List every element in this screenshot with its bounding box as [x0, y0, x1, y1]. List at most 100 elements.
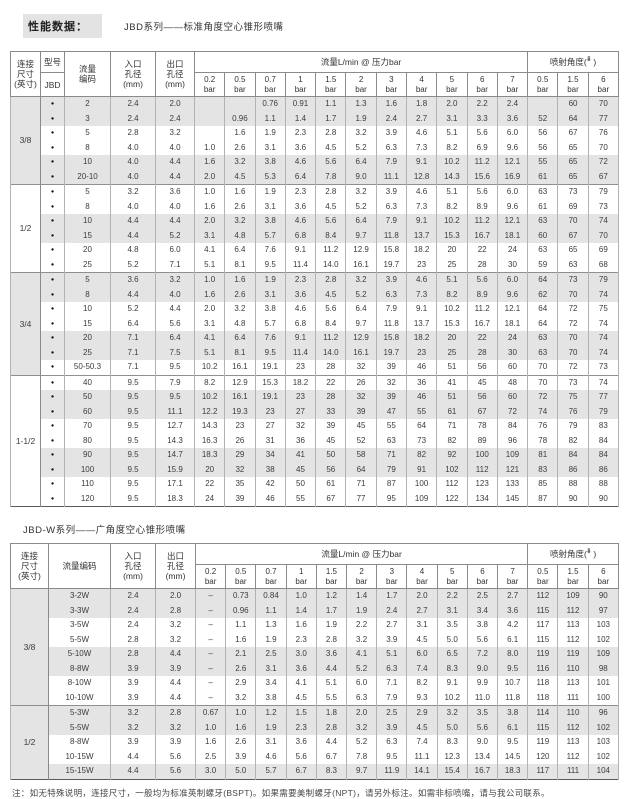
flow-value-cell: 24: [496, 243, 529, 258]
flow-value-cell: 6.3: [375, 140, 407, 155]
flow-value-cell: 5.7: [254, 316, 286, 331]
flow-value-cell: 7.9: [376, 690, 408, 706]
flow-value-cell: 9.5: [497, 661, 529, 676]
angle-value-cell: 84: [557, 448, 589, 463]
flow-value-cell: 73: [405, 433, 438, 448]
flow-value-cell: 47: [375, 404, 407, 419]
flow-value-cell: 8.1: [224, 345, 256, 360]
flow-value-cell: 8.2: [193, 374, 226, 390]
flow-value-cell: 55: [284, 491, 317, 507]
flow-value-cell: 3.5: [436, 618, 468, 633]
flow-value-cell: 15.6: [466, 169, 498, 185]
flow-value-cell: 1.6: [224, 272, 256, 288]
flow-value-cell: 1.6: [285, 618, 317, 633]
flow-value-cell: 45: [284, 462, 317, 477]
flow-value-cell: 0.73: [225, 588, 257, 604]
flow-value-cell: 9.0: [466, 735, 499, 750]
inlet-diameter-cell: 3.9: [110, 690, 156, 706]
flow-value-cell: 64: [405, 419, 438, 434]
table-row: 5-5W 2.8 3.2–1.6 1.9 2.3 2.8 3.2 3.9 4.5 5.0 5.6 6.…: [11, 632, 620, 647]
angle-value-cell: 72: [557, 302, 589, 317]
flow-value-cell: 51: [436, 360, 468, 375]
flow-value-cell: 46: [405, 390, 438, 405]
inlet-diameter-cell: 2.4: [110, 588, 156, 604]
flow-value-cell: 4.8: [224, 228, 256, 243]
flow-value-cell: 6.3: [346, 690, 378, 706]
flow-value-cell: 1.6: [193, 155, 226, 170]
flow-value-cell: 71: [436, 419, 468, 434]
outlet-diameter-cell: 4.4: [155, 690, 196, 706]
model-bullet-icon: ●: [40, 390, 65, 405]
flow-value-cell: –: [194, 661, 227, 676]
flow-value-cell: 11.1: [375, 169, 407, 185]
flow-value-cell: 28: [466, 257, 498, 273]
outlet-diameter-cell: 5.6: [155, 749, 196, 764]
flow-value-cell: 0.91: [284, 96, 317, 112]
model-bullet-icon: ●: [40, 272, 65, 288]
col-header-inlet-diameter: 入口 孔径 (mm): [110, 543, 156, 589]
flow-value-cell: 1.0: [193, 140, 226, 155]
flow-value-cell: 60: [496, 360, 529, 375]
flow-value-cell: 0.84: [255, 588, 287, 604]
flow-value-cell: 1.7: [376, 588, 408, 604]
flow-value-cell: 12.3: [436, 749, 468, 764]
table-row: 1/2 ● 5 3.2 3.6 1.0 1.6 1.9 2.3 2.8 3.2 3.9 4.6 5.1 5.…: [10, 184, 620, 273]
flow-value-cell: 28: [315, 390, 347, 405]
flow-value-cell: 2.6: [224, 199, 256, 214]
flow-value-cell: 3.2: [224, 214, 256, 229]
flow-value-cell: 1.4: [285, 603, 317, 618]
angle-value-cell: 109: [557, 588, 589, 604]
pressure-column-header: 5 bar: [436, 564, 468, 589]
angle-value-cell: 98: [587, 661, 620, 676]
outlet-diameter-cell: 18.3: [155, 491, 195, 507]
table-row: 5-10W 2.8 4.4–2.1 2.5 3.0 3.6 4.1 5.1 6.0 6.5 7.2 8…: [11, 647, 620, 662]
angle-value-cell: 60: [527, 228, 559, 243]
table-row: ● 10 4.0 4.4 1.6 3.2 3.8 4.6 5.6 6.4 7.9 9.1 10.2 11.…: [11, 155, 620, 170]
flow-value-cell: 100: [466, 448, 498, 463]
flow-value-cell: 6.7: [315, 749, 348, 764]
angle-value-cell: 111: [557, 690, 589, 706]
col-header-inlet-diameter: 入口 孔径 (mm): [110, 51, 156, 97]
flow-value-cell: 52: [345, 433, 377, 448]
outlet-diameter-cell: 7.5: [155, 345, 195, 360]
inlet-diameter-cell: 2.4: [110, 603, 156, 618]
outlet-diameter-cell: 2.8: [155, 603, 196, 618]
flow-value-cell: 6.3: [375, 287, 407, 302]
flow-value-cell: 87: [375, 477, 407, 492]
inlet-diameter-cell: 3.2: [110, 184, 156, 200]
flow-value-cell: 2.5: [194, 749, 227, 764]
flow-value-cell: 51: [436, 390, 468, 405]
inlet-diameter-cell: 7.1: [110, 345, 156, 360]
table-row: ● 50-50.3 7.1 9.5 10.2 16.1 19.1 23 28 32 39 46 51 56…: [11, 360, 620, 375]
flow-value-cell: 63: [375, 433, 407, 448]
flow-value-cell: 3.8: [466, 618, 499, 633]
flow-value-cell: 9.1: [284, 331, 317, 346]
table-row: 3/8 3-2W 2.4 2.0–0.73 0.84 1.0 1.2 1.4 1.7 2.0 2.2…: [10, 588, 620, 706]
flow-value-cell: 2.9: [406, 705, 438, 721]
flow-code-cell: 120: [64, 491, 111, 507]
flow-value-cell: 3.6: [285, 735, 317, 750]
flow-value-cell: 3.6: [497, 603, 529, 618]
flow-value-cell: 18.1: [496, 228, 529, 243]
flow-value-cell: 7.9: [375, 302, 407, 317]
flow-value-cell: 2.8: [315, 272, 347, 288]
flow-value-cell: 48: [496, 374, 529, 390]
angle-value-cell: 72: [557, 360, 589, 375]
flow-value-cell: 24: [193, 491, 226, 507]
model-bullet-icon: ●: [40, 404, 65, 419]
flow-value-cell: 0.67: [194, 705, 227, 721]
flow-value-cell: 9.7: [345, 316, 377, 331]
flow-value-cell: 19.3: [224, 404, 256, 419]
flow-value-cell: 30: [496, 345, 529, 360]
flow-value-cell: 3.8: [255, 690, 287, 706]
angle-value-cell: 70: [527, 374, 559, 390]
flow-code-cell: 20: [64, 243, 111, 258]
flow-value-cell: –: [194, 632, 227, 647]
flow-value-cell: 6.5: [436, 647, 468, 662]
jbdw-performance-table: 连接 尺寸 (英寸) 流量编码 入口 孔径 (mm) 出口 孔径 (mm) 流量…: [10, 543, 620, 780]
flow-value-cell: 2.4: [375, 111, 407, 126]
flow-value-cell: 22: [315, 374, 347, 390]
flow-value-cell: 14.5: [497, 749, 529, 764]
flow-value-cell: 3.8: [254, 155, 286, 170]
flow-value-cell: 134: [466, 491, 498, 507]
